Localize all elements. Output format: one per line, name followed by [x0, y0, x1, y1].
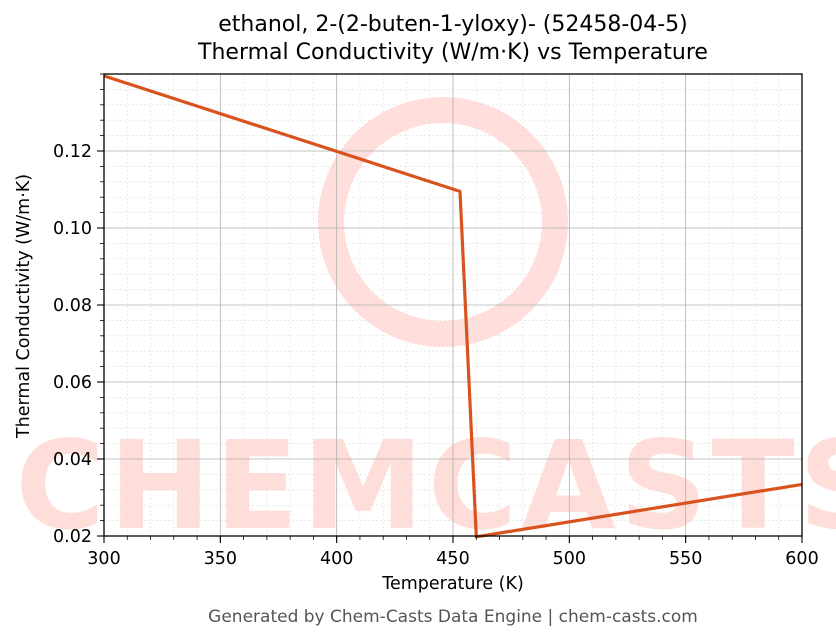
series-layer — [103, 74, 803, 539]
y-tick-label: 0.02 — [53, 527, 92, 547]
x-tick-label: 350 — [204, 549, 237, 569]
footer-credit: Generated by Chem-Casts Data Engine | ch… — [208, 607, 698, 627]
series-line — [103, 74, 803, 539]
x-tick-label: 300 — [87, 549, 120, 569]
y-tick-label: 0.04 — [53, 450, 92, 470]
y-tick-label: 0.10 — [53, 219, 92, 239]
x-tick-label: 400 — [320, 549, 353, 569]
x-axis-label: Temperature (K) — [382, 574, 524, 594]
watermark-logo: CHEMCASTS — [15, 97, 836, 557]
x-tick-label: 550 — [669, 549, 702, 569]
x-tick-label: 600 — [785, 549, 818, 569]
x-tick-label: 500 — [553, 549, 586, 569]
watermark-text: CHEMCASTS — [15, 415, 836, 557]
y-axis-label: Thermal Conductivity (W/m·K) — [14, 173, 34, 439]
chart-subtitle: Thermal Conductivity (W/m·K) vs Temperat… — [198, 40, 708, 65]
y-tick-label: 0.08 — [53, 296, 92, 316]
axis-ticks: 300 350 400 450 500 550 600 0.02 0.04 0.06 0.08 0.1… — [53, 73, 819, 569]
chart-title: ethanol, 2-(2-buten-1-yloxy)- (52458-04-… — [218, 12, 688, 37]
y-tick-label: 0.06 — [53, 373, 92, 393]
x-tick-label: 450 — [436, 549, 469, 569]
y-tick-label: 0.12 — [53, 142, 92, 162]
